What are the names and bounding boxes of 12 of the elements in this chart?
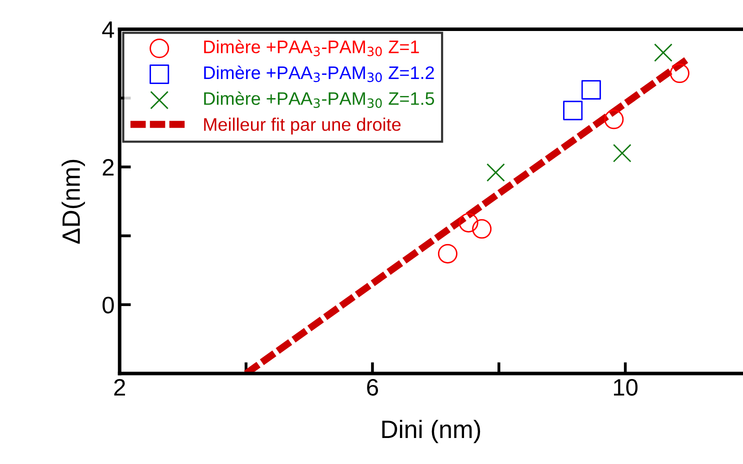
y-axis-title: ΔD(nm): [62, 160, 85, 244]
y-tick-label: 0: [102, 296, 114, 314]
x-tick-label: 2: [114, 379, 126, 396]
legend-label: Dimère +PAA$_{3}$-PAM$_{30}$ Z=1.2: [204, 66, 434, 82]
x-tick-label: 10: [614, 379, 638, 396]
legend-label: Dimère +PAA$_{3}$-PAM$_{30}$ Z=1.5: [204, 92, 434, 108]
x-tick-label: 6: [367, 379, 378, 396]
legend-label: Meilleur fit par une droite: [204, 118, 401, 134]
y-tick-label: 2: [102, 159, 114, 176]
legend-label: Dimère +PAA$_{3}$-PAM$_{30}$ Z=1: [204, 40, 419, 56]
x-axis-title: Dini (nm): [382, 420, 480, 444]
y-tick-label: 4: [102, 22, 114, 38]
